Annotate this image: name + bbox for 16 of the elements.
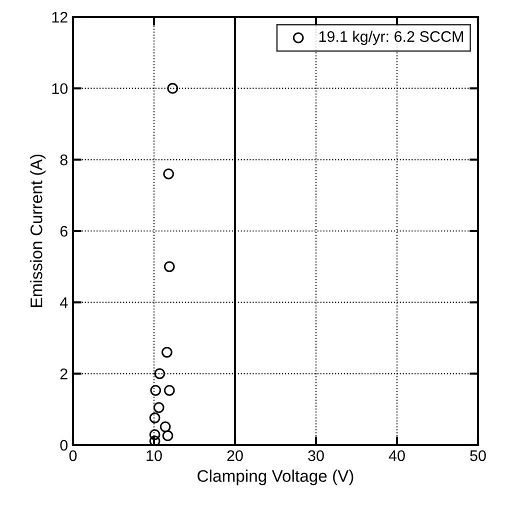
x-tick-label: 30 <box>308 450 324 462</box>
y-tick-label: 8 <box>60 154 68 166</box>
x-tick-label: 10 <box>146 450 162 462</box>
y-tick-label: 12 <box>52 12 68 23</box>
y-axis-title: Emission Current (A) <box>30 154 46 307</box>
y-tick-label: 6 <box>60 226 68 237</box>
x-tick-label: 50 <box>470 450 486 462</box>
x-tick-label: 0 <box>69 450 77 462</box>
y-tick-label: 10 <box>52 83 68 94</box>
x-axis-title: Clamping Voltage (V) <box>198 470 354 486</box>
y-tick-label: 4 <box>60 297 68 308</box>
legend-label: 19.1 kg/yr: 6.2 SCCM <box>319 30 464 45</box>
y-tick-label: 2 <box>60 368 68 380</box>
x-tick-label: 40 <box>388 450 405 462</box>
y-tick-label: 0 <box>60 440 68 451</box>
x-tick-label: 20 <box>227 450 243 462</box>
